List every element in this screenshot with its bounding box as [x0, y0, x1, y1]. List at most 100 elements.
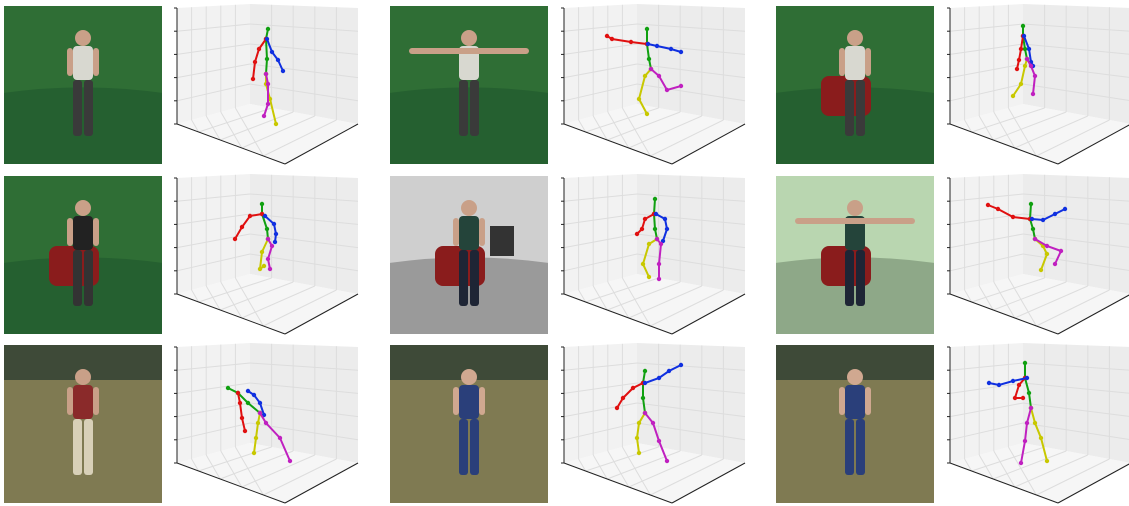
- joint: [996, 382, 1002, 388]
- joint: [640, 395, 646, 401]
- joint: [1024, 420, 1030, 426]
- skeleton-left-arm: [245, 388, 267, 418]
- joint: [1030, 91, 1036, 97]
- skeleton-left-leg: [1024, 56, 1038, 97]
- joint: [1018, 46, 1024, 52]
- joint: [237, 400, 243, 406]
- joint: [645, 41, 651, 47]
- joint: [242, 428, 248, 434]
- right-pane: [637, 174, 745, 294]
- pose-3d-plot-2: [557, 4, 752, 167]
- joint: [646, 56, 652, 62]
- joint: [225, 385, 231, 391]
- joint: [678, 83, 684, 89]
- grid-lines: [176, 4, 359, 157]
- joint: [634, 231, 640, 237]
- joint: [239, 224, 245, 230]
- joint: [257, 266, 263, 272]
- axis-lines: [947, 7, 1129, 165]
- skeleton-left-leg: [1032, 236, 1064, 267]
- joint: [256, 46, 262, 52]
- joint: [1032, 420, 1038, 426]
- joint: [263, 420, 269, 426]
- right-pane: [250, 4, 358, 124]
- skeleton-left-leg: [265, 236, 275, 272]
- floor-pane: [950, 274, 1129, 334]
- joint: [253, 435, 259, 441]
- joint: [1012, 395, 1018, 401]
- skeleton-left-arm: [1029, 206, 1068, 223]
- joint: [287, 458, 293, 464]
- joint: [609, 36, 615, 42]
- left-pane: [950, 343, 1023, 463]
- joint: [650, 420, 656, 426]
- floor: [776, 257, 934, 334]
- joint: [1052, 261, 1058, 267]
- grid-lines: [176, 343, 359, 496]
- joint: [654, 43, 660, 49]
- joint: [1018, 81, 1024, 87]
- skeleton-left-leg: [648, 66, 684, 93]
- joint: [1022, 63, 1028, 69]
- joint: [269, 49, 275, 55]
- joint: [646, 241, 652, 247]
- left-pane: [177, 4, 250, 124]
- floor-pane: [950, 104, 1129, 164]
- floor-pane: [564, 274, 745, 334]
- floor-pane: [177, 104, 358, 164]
- joint: [261, 113, 267, 119]
- joint: [1020, 23, 1026, 29]
- joint: [261, 263, 267, 269]
- joint: [1032, 236, 1038, 242]
- joint: [1058, 248, 1064, 254]
- floor: [776, 87, 934, 164]
- joint: [985, 202, 991, 208]
- joint: [656, 375, 662, 381]
- joint: [257, 400, 263, 406]
- floor: [390, 87, 548, 164]
- joint: [620, 395, 626, 401]
- joint: [652, 226, 658, 232]
- joint: [265, 101, 271, 107]
- joint: [1010, 378, 1016, 384]
- joint: [255, 420, 261, 426]
- skeleton-left-leg: [1018, 405, 1034, 466]
- joint: [678, 362, 684, 368]
- skeleton-left-leg: [642, 410, 670, 464]
- joint: [664, 87, 670, 93]
- floor: [390, 257, 548, 334]
- axis-lines: [947, 346, 1129, 504]
- joint: [247, 213, 253, 219]
- joint: [1016, 382, 1022, 388]
- joint: [251, 450, 257, 456]
- joint: [273, 121, 279, 127]
- joint: [630, 385, 636, 391]
- joint: [252, 59, 258, 65]
- joint: [269, 243, 275, 249]
- joint: [644, 26, 650, 32]
- joint: [664, 458, 670, 464]
- skeleton-left-arm: [264, 36, 286, 74]
- skeleton-right-arm: [235, 390, 248, 434]
- joint: [265, 81, 271, 87]
- input-photo-1: [4, 6, 162, 164]
- pose-3d-plot-4: [170, 174, 365, 337]
- joint: [1044, 458, 1050, 464]
- joint: [1022, 46, 1028, 52]
- joint: [280, 68, 286, 74]
- right-pane: [1023, 4, 1129, 124]
- person: [435, 200, 485, 306]
- joint: [1018, 460, 1024, 466]
- person: [67, 369, 99, 475]
- joint: [636, 96, 642, 102]
- pose-3d-plot-3: [943, 4, 1129, 167]
- joint: [654, 236, 660, 242]
- left-pane: [177, 343, 250, 463]
- input-photo-3: [776, 6, 934, 164]
- joint: [251, 392, 257, 398]
- joint: [1020, 395, 1026, 401]
- input-photo-5: [390, 176, 548, 334]
- joint: [267, 266, 273, 272]
- joint: [232, 236, 238, 242]
- person: [67, 30, 99, 136]
